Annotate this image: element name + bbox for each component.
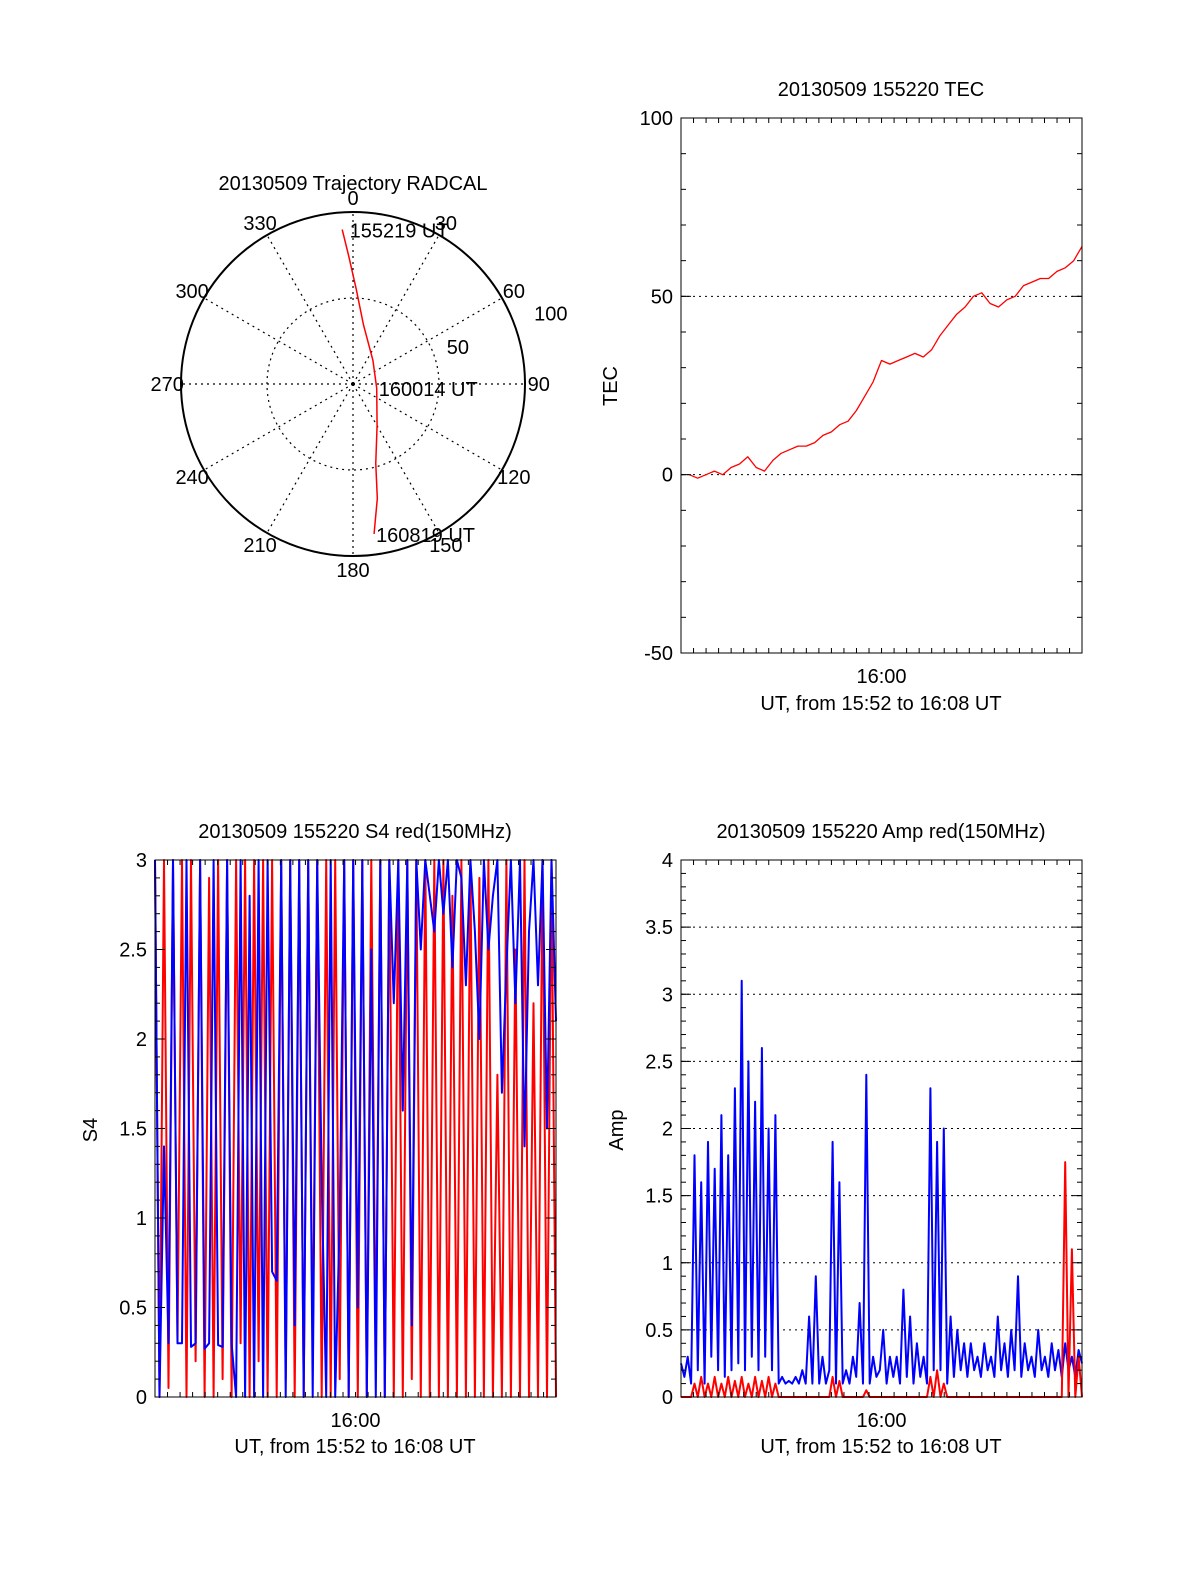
- polar-trajectory-line: [341, 229, 379, 534]
- tec-chart: 20130509 155220 TEC -50 0 50 100 16:00 UT, f…: [600, 79, 1083, 715]
- tec-grid: [681, 295, 1082, 476]
- polar-angle-label: 150: [429, 535, 462, 557]
- polar-grid-spoke: [203, 297, 354, 385]
- polar-grid-spoke: [352, 383, 503, 471]
- s4-axes: 0 0.5 1 1.5 2 2.5 3 16:00: [119, 850, 556, 1432]
- polar-series: [341, 229, 379, 534]
- amp-xlabel: UT, from 15:52 to 16:08 UT: [760, 1436, 1001, 1458]
- amp-ytick-label: 2: [662, 1119, 673, 1141]
- tec-series: [689, 246, 1083, 479]
- polar-time-annotation: 155219 UT: [350, 220, 449, 242]
- s4-chart: 20130509 155220 S4 red(150MHz) 0 0.5 1 1.5 2…: [80, 821, 557, 1458]
- s4-xtick-label: 16:00: [330, 1410, 380, 1432]
- s4-ytick-label: 0: [136, 1387, 147, 1409]
- polar-angle-label: 30: [435, 213, 457, 235]
- polar-annotations: 155219 UT 160014 UT 160819 UT: [350, 220, 478, 547]
- polar-angle-label: 300: [175, 281, 208, 303]
- amp-ytick-label: 3: [662, 984, 673, 1006]
- polar-grid: [181, 212, 525, 556]
- polar-grid-spoke: [352, 297, 503, 385]
- tec-ylabel: TEC: [600, 366, 622, 406]
- polar-angle-label: 0: [347, 188, 358, 210]
- polar-grid-spoke: [203, 383, 354, 471]
- polar-grid-spoke: [266, 383, 354, 534]
- tec-ytick-label: -50: [644, 643, 673, 665]
- amp-chart: 20130509 155220 Amp red(150MHz) 0 0.5 1 1.5…: [606, 821, 1083, 1458]
- amp-ylabel: Amp: [606, 1109, 628, 1150]
- tec-ytick-label: 0: [662, 465, 673, 487]
- s4-ylabel: S4: [80, 1118, 102, 1142]
- tec-series-line-red: [689, 246, 1083, 479]
- polar-angle-label: 270: [151, 374, 184, 396]
- tec-axes: -50 0 50 100 16:00: [640, 108, 1082, 688]
- s4-ytick-label: 1: [136, 1208, 147, 1230]
- amp-series-line-blue: [680, 979, 1083, 1385]
- s4-ytick-label: 1.5: [119, 1119, 147, 1141]
- polar-angle-label: 210: [243, 535, 276, 557]
- amp-ytick-label: 1.5: [645, 1186, 673, 1208]
- polar-angle-labels: 0 30 60 90 120 150 180 210 240 270 300 330: [151, 188, 550, 582]
- amp-ytick-label: 1: [662, 1253, 673, 1275]
- s4-ytick-label: 2.5: [119, 940, 147, 962]
- polar-time-annotation: 160014 UT: [379, 379, 478, 401]
- amp-ytick-label: 0.5: [645, 1320, 673, 1342]
- polar-angle-label: 330: [243, 213, 276, 235]
- s4-title: 20130509 155220 S4 red(150MHz): [198, 821, 512, 843]
- polar-angle-label: 120: [497, 467, 530, 489]
- polar-radius-labels: 50 100: [447, 303, 568, 359]
- polar-grid-spoke: [266, 234, 354, 385]
- s4-series-line-blue: [154, 859, 557, 1398]
- tec-ytick-label: 50: [651, 286, 673, 308]
- amp-ytick-label: 2.5: [645, 1051, 673, 1073]
- polar-angle-label: 180: [336, 560, 369, 582]
- s4-xlabel: UT, from 15:52 to 16:08 UT: [234, 1436, 475, 1458]
- polar-radius-label: 100: [534, 303, 567, 325]
- s4-ytick-label: 0.5: [119, 1298, 147, 1320]
- tec-xtick-label: 16:00: [856, 666, 906, 688]
- s4-ytick-label: 2: [136, 1029, 147, 1051]
- s4-series: [154, 859, 557, 1398]
- polar-grid-spoke: [352, 383, 440, 534]
- amp-xtick-label: 16:00: [856, 1410, 906, 1432]
- polar-chart: 20130509 Trajectory RADCAL 0 30 60 90 120 150…: [151, 173, 568, 582]
- polar-outer-circle: [180, 211, 526, 557]
- amp-axes: 0 0.5 1 1.5 2 2.5 3 3.5 4 16:00: [645, 850, 1082, 1432]
- polar-angle-label: 90: [528, 374, 550, 396]
- amp-ytick-label: 4: [662, 850, 673, 872]
- polar-title: 20130509 Trajectory RADCAL: [218, 173, 487, 195]
- tec-title: 20130509 155220 TEC: [778, 79, 984, 101]
- polar-angle-label: 60: [503, 281, 525, 303]
- polar-angle-label: 240: [175, 467, 208, 489]
- s4-ytick-label: 3: [136, 850, 147, 872]
- amp-title: 20130509 155220 Amp red(150MHz): [716, 821, 1045, 843]
- amp-ytick-label: 3.5: [645, 917, 673, 939]
- polar-grid-spoke: [352, 234, 440, 385]
- amp-ytick-label: 0: [662, 1387, 673, 1409]
- tec-xlabel: UT, from 15:52 to 16:08 UT: [760, 693, 1001, 715]
- polar-radius-label: 50: [447, 337, 469, 359]
- polar-time-annotation: 160819 UT: [376, 525, 475, 547]
- tec-ytick-label: 100: [640, 108, 673, 130]
